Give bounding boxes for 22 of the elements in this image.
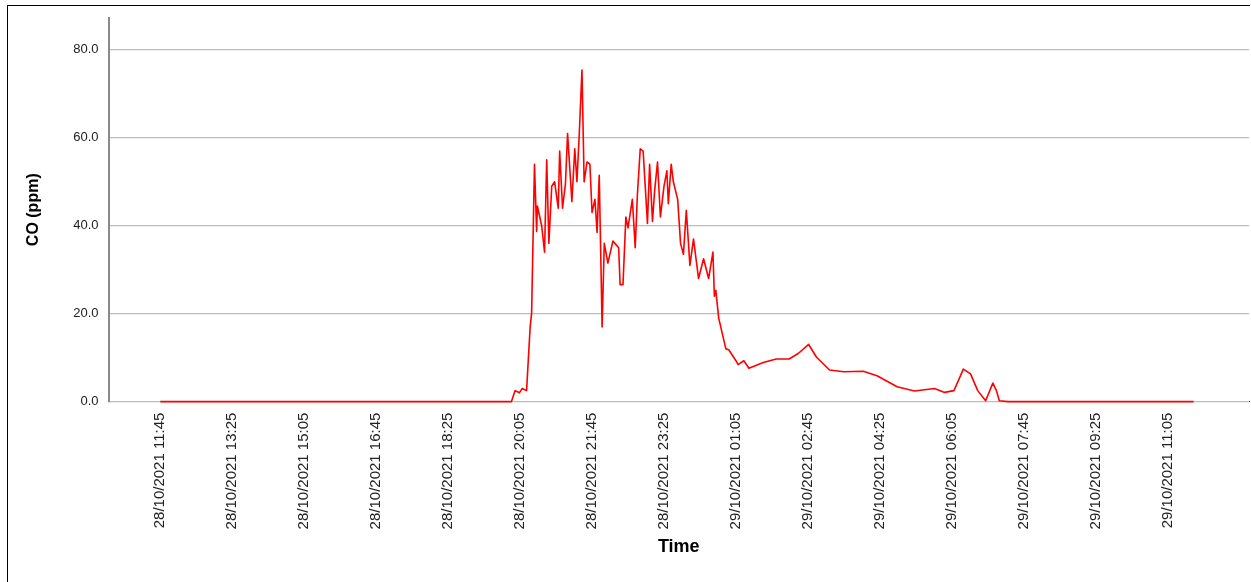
x-tick-label: 29/10/2021 02:45 xyxy=(798,412,816,530)
x-tick-label: 29/10/2021 04:25 xyxy=(870,412,888,530)
x-tick-label: 28/10/2021 18:25 xyxy=(438,412,456,530)
x-tick-label: 29/10/2021 01:05 xyxy=(726,412,744,530)
x-tick-label: 29/10/2021 06:05 xyxy=(941,412,959,530)
y-tick-label: 40.0 xyxy=(73,217,99,233)
x-tick-label: 28/10/2021 16:45 xyxy=(366,412,384,530)
y-tick-label: 0.0 xyxy=(80,393,99,409)
x-tick-label: 29/10/2021 11:05 xyxy=(1157,412,1175,529)
x-tick-label: 28/10/2021 13:25 xyxy=(222,412,240,530)
x-tick-label: 29/10/2021 07:45 xyxy=(1013,412,1031,530)
x-tick-label: 28/10/2021 11:45 xyxy=(150,412,168,529)
x-tick-label: 28/10/2021 21:45 xyxy=(582,412,600,530)
x-tick-label: 28/10/2021 20:05 xyxy=(510,412,528,530)
y-tick-label: 60.0 xyxy=(73,129,99,145)
x-tick-label: 29/10/2021 09:25 xyxy=(1085,412,1103,530)
y-tick-label: 80.0 xyxy=(73,41,99,57)
y-tick-label: 20.0 xyxy=(73,305,99,321)
y-axis-title: CO (ppm) xyxy=(24,173,42,247)
x-tick-label: 28/10/2021 23:25 xyxy=(654,412,672,530)
x-axis-title: Time xyxy=(657,536,700,557)
x-tick-label: 28/10/2021 15:05 xyxy=(294,412,312,530)
